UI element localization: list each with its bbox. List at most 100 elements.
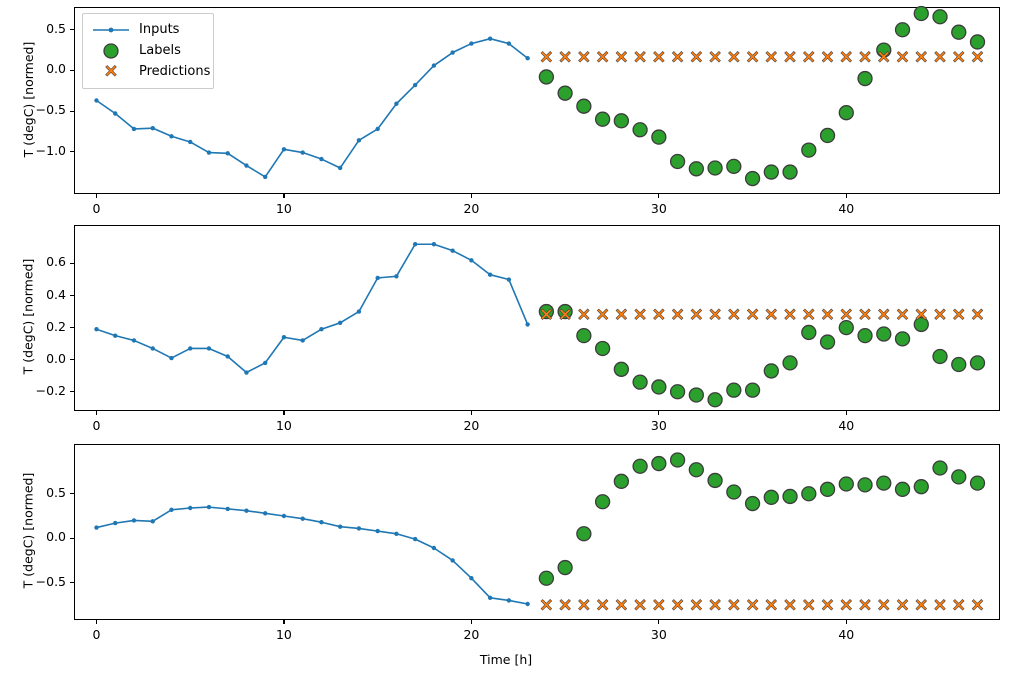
label-marker [594, 340, 611, 357]
inputs-point [300, 338, 305, 343]
legend-label: Inputs [139, 22, 180, 37]
label-marker [876, 42, 892, 58]
inputs-point [188, 346, 193, 351]
label-marker [913, 479, 929, 495]
label-marker [819, 334, 836, 350]
label-marker [763, 164, 779, 180]
label-marker [763, 489, 779, 505]
y-tick-label: 0.5 [46, 20, 66, 36]
label-marker [801, 486, 817, 502]
y-tick-label: −0.5 [35, 102, 66, 118]
legend-label: Labels [139, 43, 181, 58]
label-marker [969, 34, 986, 50]
prediction-marker: ✕ [764, 596, 778, 616]
inputs-point [469, 41, 474, 46]
inputs-point [131, 338, 137, 343]
prediction-marker: ✕ [802, 306, 816, 326]
inputs-point [94, 327, 99, 332]
y-tick-mark [70, 359, 74, 361]
label-marker [913, 316, 929, 333]
label-marker [576, 98, 592, 114]
inputs-point [244, 163, 249, 168]
inputs-line [96, 243, 529, 374]
prediction-marker: ✕ [595, 48, 609, 68]
inputs-point [469, 258, 474, 263]
inputs-point [244, 508, 249, 513]
prediction-marker: ✕ [802, 48, 816, 68]
label-marker [557, 85, 573, 101]
inputs-point [113, 333, 118, 338]
x-tick-mark [95, 620, 98, 624]
label-marker [838, 319, 854, 336]
subplot-1: T (degC) [normed] 0.5 0.0 −0.5 −1.0 0 10 20 30 40… [21, 5, 1000, 216]
label-marker [951, 469, 967, 485]
prediction-marker: ✕ [858, 306, 872, 326]
label-marker [669, 153, 686, 170]
label-marker [688, 161, 704, 177]
x-tick-mark [283, 194, 285, 198]
y-tick-label: 0.5 [46, 484, 66, 500]
prediction-marker: ✕ [839, 306, 853, 326]
legend-item-labels: Labels [91, 40, 205, 61]
prediction-marker: ✕ [633, 48, 647, 68]
x-tick-label: 10 [275, 627, 292, 642]
prediction-marker: ✕ [558, 596, 572, 616]
prediction-marker: ✕ [708, 48, 722, 68]
prediction-marker: ✕ [745, 306, 759, 326]
label-marker [838, 476, 854, 492]
prediction-marker: ✕ [577, 596, 591, 616]
inputs-point [262, 511, 268, 516]
y-tick-mark [70, 262, 74, 265]
y-axis-label: T (degC) [normed] [20, 258, 36, 375]
label-marker [651, 455, 667, 472]
inputs-point [206, 346, 212, 351]
inputs-point [262, 360, 268, 366]
svg-text:✕: ✕ [104, 63, 118, 81]
prediction-marker: ✕ [670, 596, 684, 616]
y-tick-label: −1.0 [35, 142, 66, 158]
inputs-point [487, 595, 493, 600]
prediction-marker: ✕ [727, 48, 741, 68]
prediction-marker: ✕ [764, 48, 778, 68]
x-axis-label: Time [h] [479, 652, 533, 667]
label-marker [894, 331, 911, 347]
inputs-point [319, 327, 324, 332]
label-marker [613, 113, 630, 129]
label-marker [669, 452, 686, 468]
inputs-point [450, 248, 455, 253]
label-marker [932, 460, 948, 476]
prediction-marker: ✕ [577, 48, 591, 68]
chart-legend: Inputs Labels ✕ Predictions [82, 13, 214, 89]
label-marker [632, 458, 648, 474]
prediction-marker: ✕ [689, 596, 703, 616]
prediction-marker: ✕ [577, 306, 591, 326]
y-tick-mark [70, 537, 74, 539]
prediction-marker: ✕ [595, 306, 609, 326]
inputs-point [431, 63, 437, 68]
label-marker [801, 142, 817, 158]
prediction-marker: ✕ [633, 306, 647, 326]
label-marker [688, 387, 704, 403]
label-marker [707, 160, 723, 176]
inputs-point [113, 520, 118, 526]
inputs-point [469, 576, 474, 581]
prediction-marker: ✕ [952, 306, 966, 326]
prediction-marker: ✕ [539, 306, 553, 326]
inputs-point [150, 346, 155, 351]
legend-item-inputs: Inputs [91, 19, 205, 40]
prediction-marker: ✕ [970, 596, 984, 616]
inputs-point [375, 275, 380, 281]
x-tick-label: 30 [650, 627, 667, 642]
inputs-point [300, 150, 305, 155]
prediction-marker: ✕ [952, 596, 966, 616]
prediction-marker: ✕ [727, 596, 741, 616]
prediction-marker: ✕ [839, 48, 853, 68]
prediction-marker: ✕ [652, 306, 666, 326]
y-tick-label: 0.0 [46, 61, 66, 77]
x-tick-label: 20 [463, 201, 480, 216]
label-marker [744, 495, 761, 512]
label-marker [819, 481, 836, 497]
y-tick-mark [70, 582, 74, 584]
inputs-point [450, 558, 455, 563]
inputs-point [188, 139, 193, 145]
